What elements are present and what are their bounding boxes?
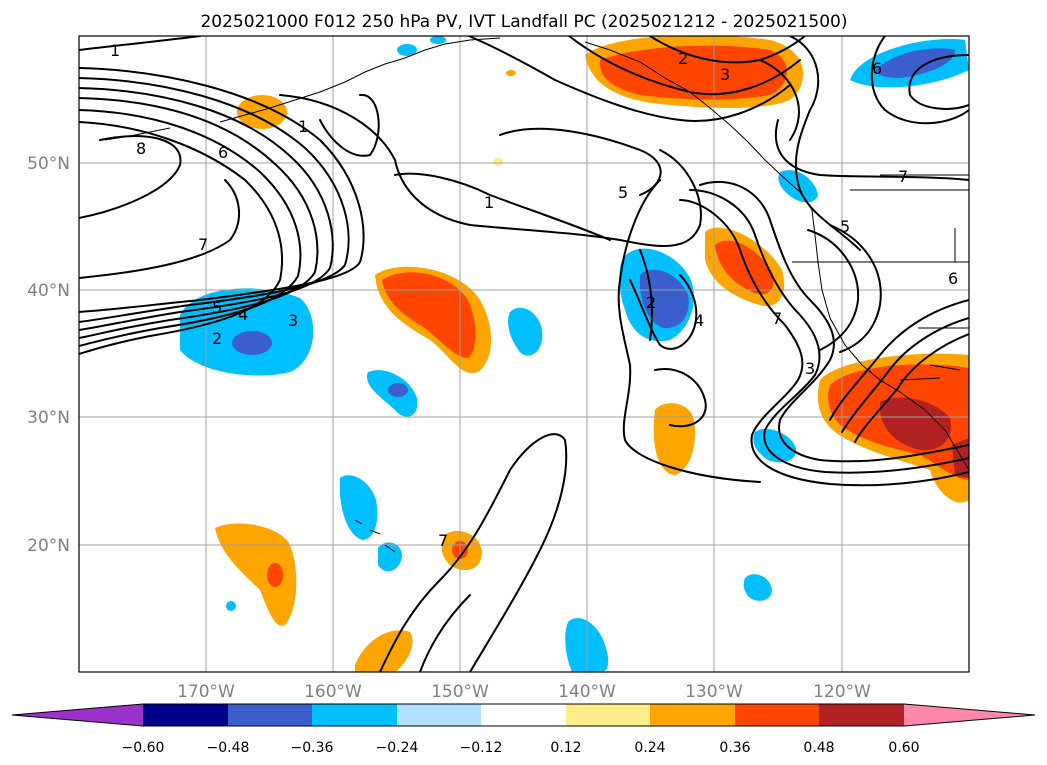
- colorbar-low-extension: [12, 704, 143, 726]
- colorbar-tick-label: −0.60: [122, 740, 165, 756]
- contour-label: 6: [218, 143, 228, 162]
- contour-label: 5: [212, 298, 222, 317]
- contour-label: 2: [212, 329, 222, 348]
- colorbar-tick-label: 0.60: [888, 740, 919, 756]
- lat-label: 20°N: [27, 536, 70, 556]
- colorbar-tick-label: 0.36: [719, 740, 750, 756]
- colorbar-segment: [819, 704, 904, 726]
- colorbar-segment: [312, 704, 397, 726]
- contour-label: 3: [805, 359, 815, 378]
- colorbar-tick-label: 0.24: [634, 740, 665, 756]
- lon-label: 170°W: [177, 682, 235, 702]
- pv-contours: [79, 36, 969, 672]
- contour-label: 1: [110, 41, 120, 60]
- latitude-labels: 50°N 40°N 30°N 20°N: [27, 154, 70, 556]
- figure-title: 2025021000 F012 250 hPa PV, IVT Landfall…: [200, 12, 847, 32]
- lat-label: 30°N: [27, 408, 70, 428]
- contour-label: 1: [298, 117, 308, 136]
- contour-label: 4: [694, 311, 704, 330]
- colorbar-tick-label: 0.48: [803, 740, 834, 756]
- colorbar-segment: [228, 704, 312, 726]
- contour-label: 1: [484, 193, 494, 212]
- colorbar-segment: [735, 704, 819, 726]
- contour-label: 4: [238, 305, 248, 324]
- lon-label: 140°W: [558, 682, 616, 702]
- colorbar-tick-label: 0.12: [550, 740, 581, 756]
- colorbar-tick-label: −0.36: [291, 740, 334, 756]
- colorbar-tick-label: −0.24: [376, 740, 419, 756]
- map-frame: [78, 35, 970, 673]
- lat-label: 40°N: [27, 281, 70, 301]
- contour-label: 2: [678, 49, 688, 68]
- lon-label: 150°W: [431, 682, 489, 702]
- colorbar-tick-label: −0.12: [460, 740, 503, 756]
- colorbar-segment: [650, 704, 735, 726]
- contour-label: 7: [898, 167, 908, 186]
- contour-labels: 1 8 6 1 7 5 4 3 2 1 5 2 3 6 5 7 2 4 7 3 …: [110, 41, 958, 550]
- contour-label: 8: [136, 139, 146, 158]
- colorbar-segment: [566, 704, 650, 726]
- contour-label: 6: [948, 269, 958, 288]
- contour-label: 5: [618, 183, 628, 202]
- lon-label: 130°W: [685, 682, 743, 702]
- colorbar-segment: [143, 704, 228, 726]
- contour-label: 3: [288, 311, 298, 330]
- colorbar-ticks: −0.60 −0.48 −0.36 −0.24 −0.12 0.12 0.24 …: [122, 740, 920, 756]
- colorbar-outline: [11, 703, 1036, 727]
- colorbar-segment: [397, 704, 481, 726]
- contour-label: 5: [840, 217, 850, 236]
- contour-label: 7: [772, 309, 782, 328]
- contour-label: 2: [646, 293, 656, 312]
- coastlines: [104, 37, 969, 553]
- contour-label: 7: [198, 235, 208, 254]
- contour-label: 3: [720, 65, 730, 84]
- lon-label: 120°W: [813, 682, 871, 702]
- lat-label: 50°N: [27, 154, 70, 174]
- lon-label: 160°W: [304, 682, 362, 702]
- longitude-labels: 170°W 160°W 150°W 140°W 130°W 120°W: [177, 682, 871, 702]
- colorbar-segment: [481, 704, 566, 726]
- ivt-shading: [180, 36, 969, 672]
- graticule: [79, 36, 969, 672]
- colorbar-tick-label: −0.48: [207, 740, 250, 756]
- contour-label: 6: [872, 59, 882, 78]
- colorbar-high-extension: [904, 704, 1035, 726]
- contour-label: 7: [438, 531, 448, 550]
- colorbar: −0.60 −0.48 −0.36 −0.24 −0.12 0.12 0.24 …: [11, 703, 1036, 756]
